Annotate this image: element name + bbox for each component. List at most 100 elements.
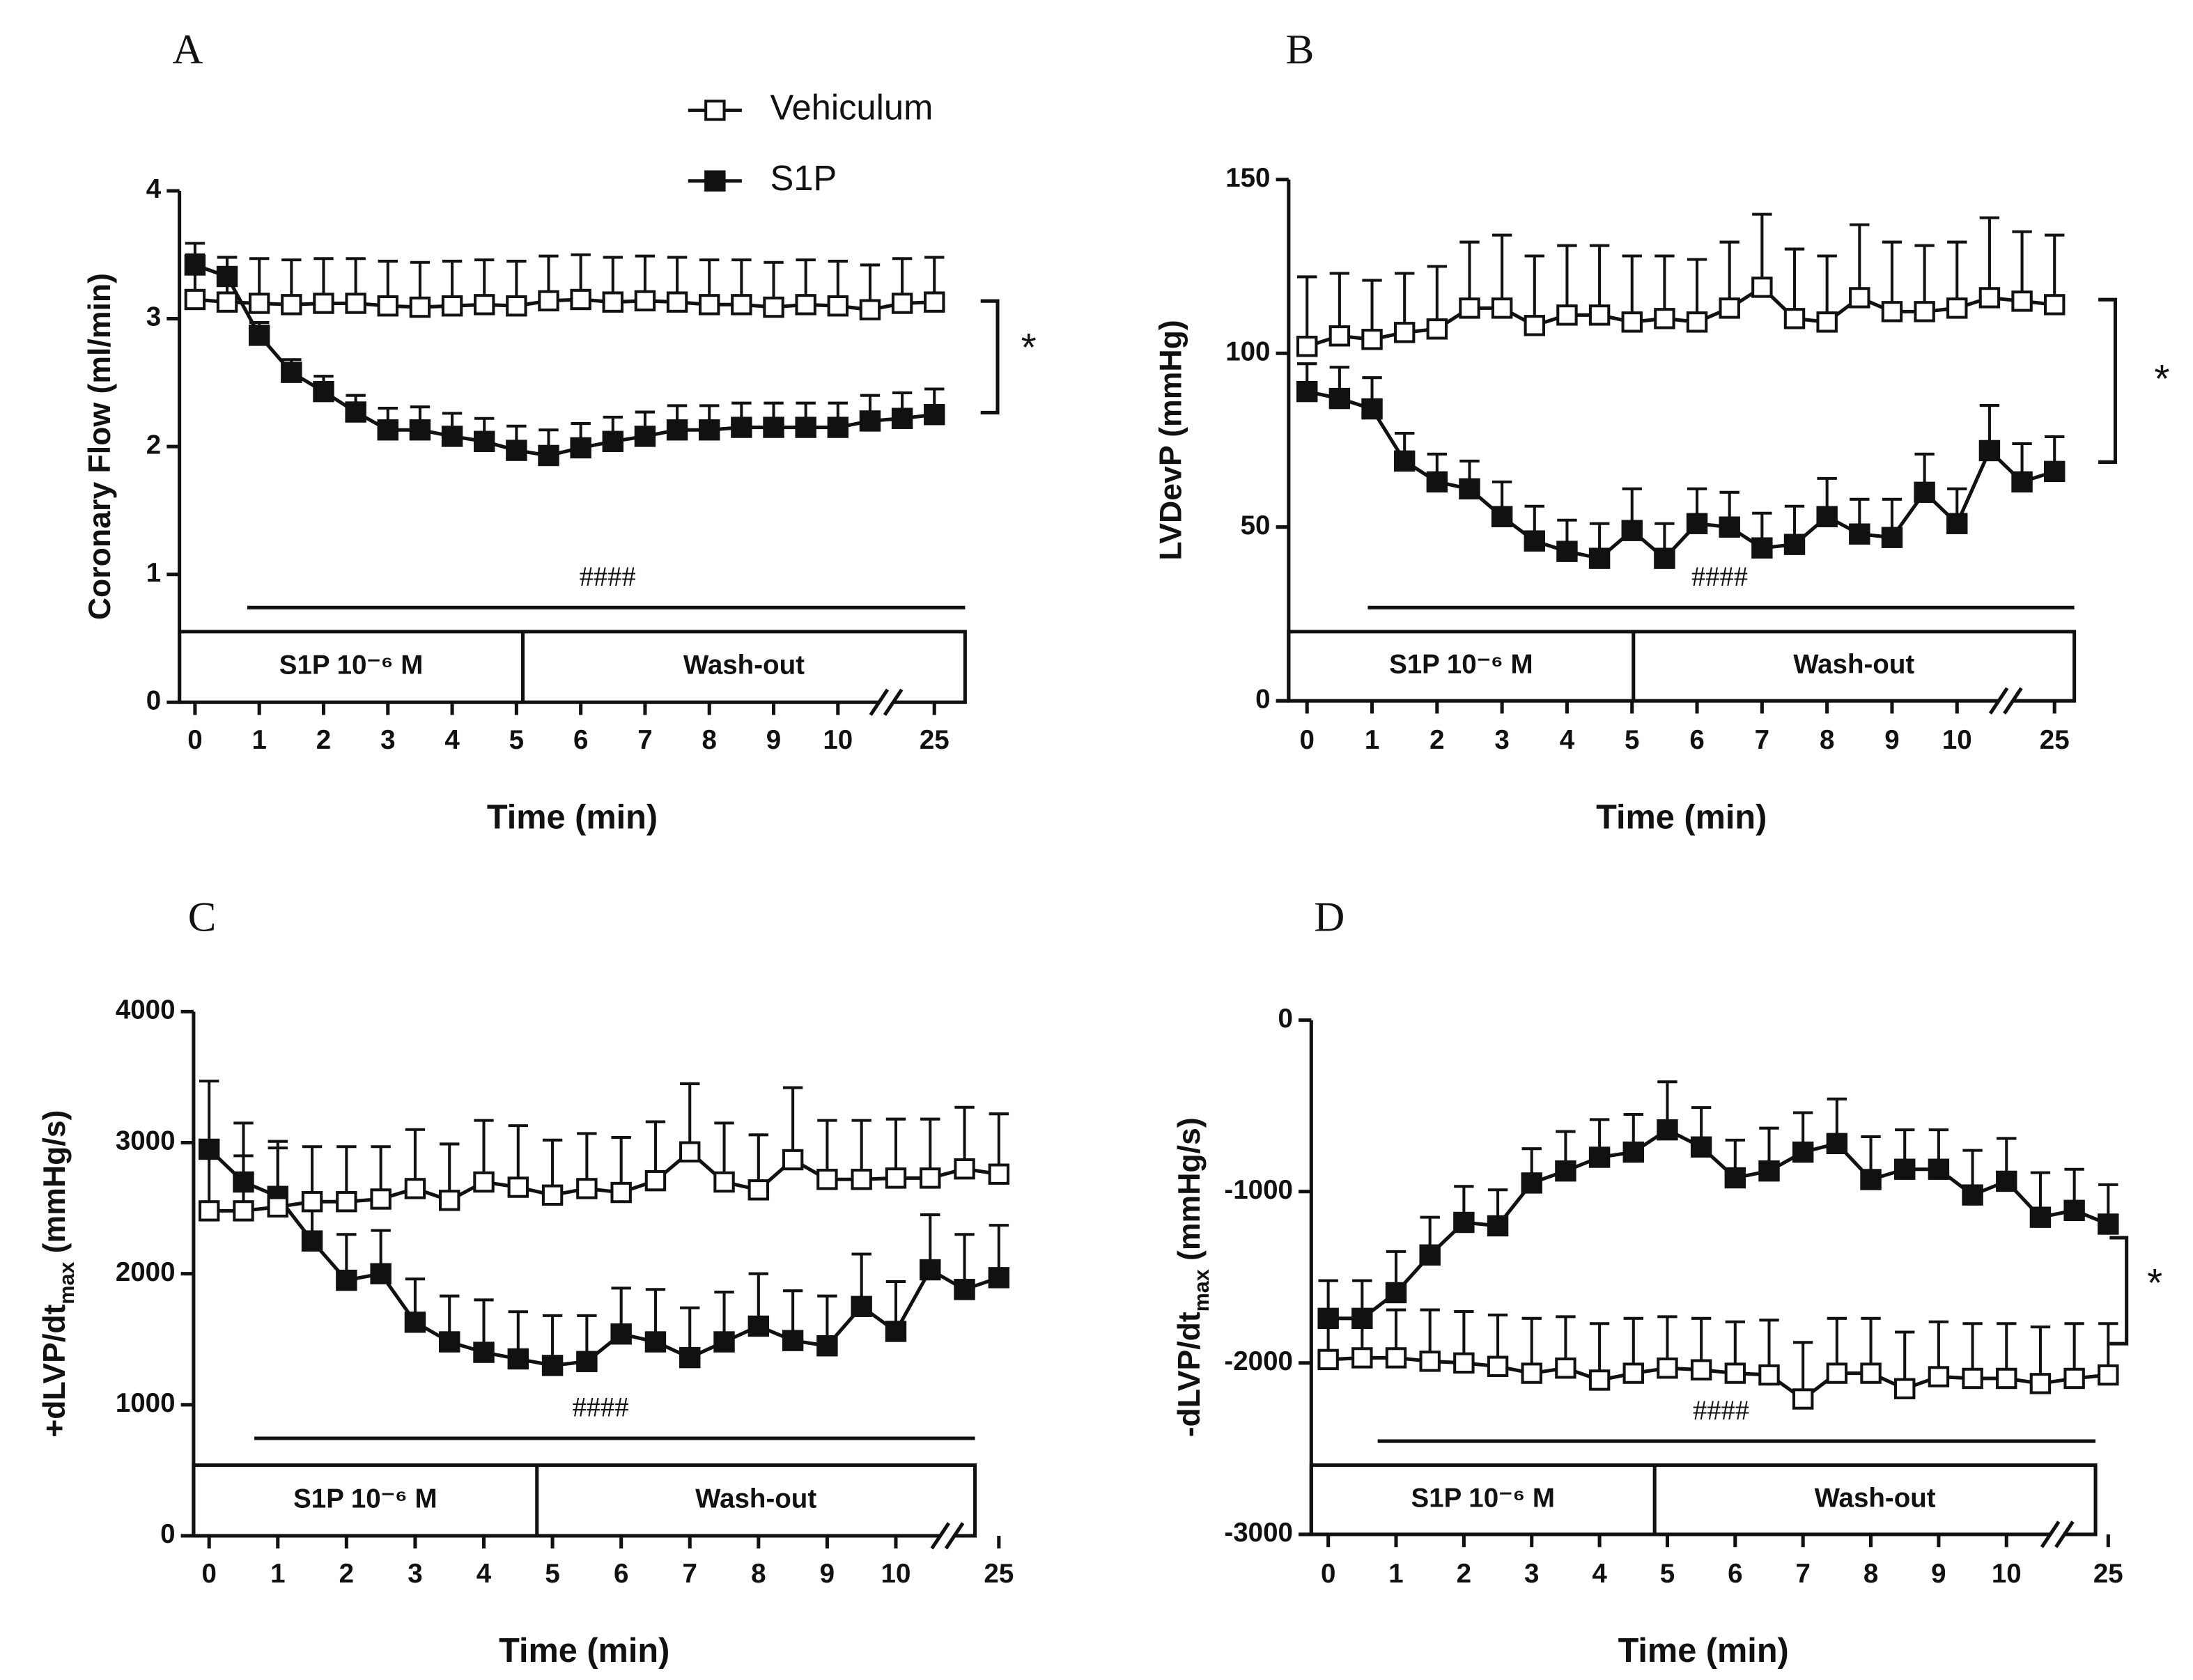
panel-label: B: [1286, 26, 1315, 73]
y-tick-label: 3000: [116, 1126, 176, 1156]
x-tick-label: 7: [637, 725, 652, 755]
marker: [666, 291, 688, 313]
error-bar: [1622, 254, 1642, 322]
marker: [2011, 471, 2033, 493]
x-tick-label: 9: [820, 1559, 835, 1589]
x-tick-label: 3: [408, 1559, 422, 1589]
marker: [1317, 1307, 1339, 1330]
marker: [1459, 297, 1480, 319]
marker: [1686, 513, 1708, 534]
error-bar: [1979, 216, 2000, 298]
marker: [1459, 478, 1480, 500]
marker: [1654, 308, 1675, 329]
marker: [1860, 1362, 1882, 1384]
x-tick-label: 5: [1660, 1559, 1675, 1589]
error-bar: [1947, 240, 1967, 309]
marker: [1826, 1362, 1848, 1384]
marker: [634, 290, 656, 312]
marker: [439, 1190, 460, 1211]
marker: [248, 325, 270, 346]
marker: [409, 296, 431, 318]
x-tick-label: 25: [984, 1559, 1014, 1589]
marker: [1962, 1184, 1983, 1206]
marker: [336, 1269, 357, 1291]
marker: [506, 440, 527, 461]
star-annotation: *: [2147, 1261, 2162, 1305]
star-annotation: *: [2154, 357, 2169, 401]
panel-label: A: [172, 26, 203, 73]
hash-annotation: ####: [1693, 1394, 1749, 1426]
washout-label: Wash-out: [683, 651, 805, 680]
y-tick-label: 4000: [116, 995, 176, 1025]
axis-break: [930, 1522, 951, 1550]
marker: [1849, 523, 1870, 545]
x-tick-label: 10: [823, 725, 853, 755]
x-tick-label: 8: [751, 1559, 766, 1589]
treatment-label: S1P 10⁻⁶ M: [1389, 650, 1533, 680]
marker: [747, 1315, 770, 1337]
marker: [924, 291, 945, 313]
marker: [281, 294, 302, 316]
marker: [345, 401, 366, 423]
marker: [1588, 1369, 1611, 1391]
marker: [713, 1331, 735, 1353]
marker: [2044, 460, 2066, 483]
legend-marker: [704, 100, 726, 121]
marker: [679, 1346, 701, 1369]
y-axis-label-part: max: [1190, 1269, 1214, 1312]
marker: [1751, 537, 1773, 559]
marker: [1296, 336, 1318, 357]
treatment-label: S1P 10⁻⁶ M: [279, 651, 423, 680]
marker: [576, 1178, 598, 1199]
marker: [1826, 1133, 1848, 1155]
y-tick-label: -1000: [1224, 1175, 1293, 1205]
x-tick-label: 1: [1388, 1559, 1403, 1589]
x-tick-label: 0: [1321, 1559, 1335, 1589]
error-bar: [1589, 244, 1610, 316]
marker: [827, 295, 849, 317]
marker: [1385, 1282, 1407, 1304]
marker: [370, 1263, 392, 1284]
panel-label: D: [1314, 894, 1345, 941]
panel-label: C: [188, 894, 217, 941]
marker: [1783, 534, 1806, 555]
series-line: [1306, 285, 2055, 348]
y-tick-label: -2000: [1224, 1346, 1293, 1376]
x-tick-label: 9: [766, 725, 781, 755]
marker: [782, 1149, 804, 1171]
axis-break: [1988, 687, 2009, 715]
marker: [988, 1267, 1010, 1289]
legend-marker: [704, 170, 726, 192]
marker: [816, 1169, 838, 1190]
hash-annotation: ####: [580, 561, 636, 592]
marker: [2044, 294, 2066, 316]
marker: [216, 265, 238, 288]
marker: [248, 293, 270, 314]
marker: [1724, 1167, 1746, 1189]
marker: [345, 293, 366, 314]
marker: [1588, 1146, 1611, 1168]
marker: [1555, 1160, 1576, 1182]
marker: [1588, 547, 1611, 569]
y-tick-label: 1: [146, 558, 161, 588]
x-tick-label: 4: [1592, 1559, 1607, 1589]
x-tick-label: 4: [444, 725, 460, 755]
marker: [313, 293, 334, 314]
marker: [1657, 1357, 1678, 1379]
x-tick-label: 6: [1689, 725, 1704, 755]
marker: [1719, 516, 1740, 538]
marker: [473, 1341, 495, 1363]
y-tick-label: 2: [146, 430, 161, 460]
marker: [920, 1259, 941, 1281]
marker: [816, 1335, 838, 1357]
marker: [1894, 1158, 1916, 1180]
marker: [644, 1169, 667, 1192]
marker: [954, 1158, 975, 1180]
x-tick-label: 1: [251, 725, 266, 755]
marker: [474, 294, 495, 316]
marker: [2011, 290, 2033, 312]
marker: [602, 291, 624, 313]
x-tick-label: 3: [1494, 725, 1509, 755]
marker: [1621, 520, 1643, 541]
marker: [1719, 297, 1740, 319]
